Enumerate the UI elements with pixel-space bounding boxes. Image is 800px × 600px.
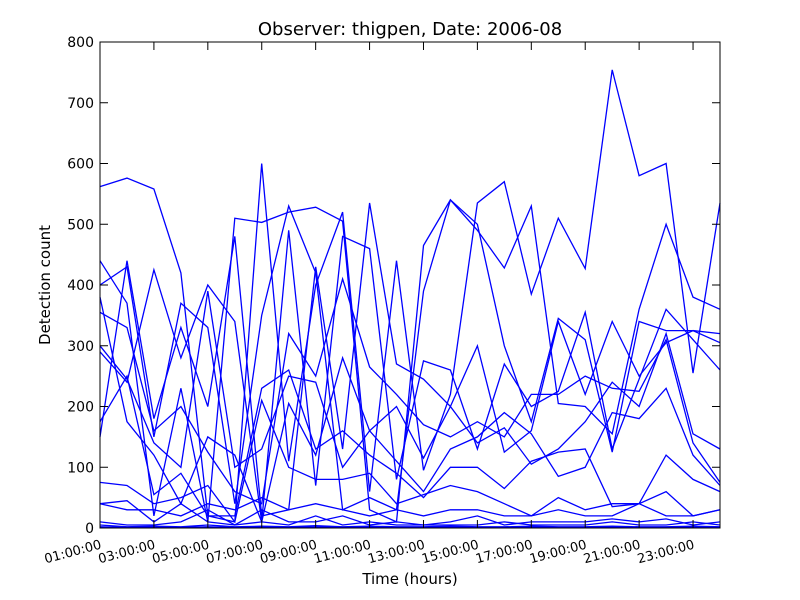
x-axis-label: Time (hours) (361, 570, 457, 588)
series-line-8 (99, 296, 721, 525)
series-line-11 (99, 496, 721, 517)
series-line-10 (99, 398, 721, 524)
series-layer (99, 69, 721, 529)
y-tick-label: 600 (67, 157, 94, 173)
series-line-4 (99, 230, 721, 522)
plot-area (100, 42, 720, 528)
y-tick-label: 100 (67, 460, 94, 476)
y-tick-label: 200 (67, 400, 94, 416)
series-line-5 (99, 202, 721, 517)
series-line-12 (99, 500, 721, 526)
y-tick-label: 300 (67, 339, 94, 355)
series-line-1 (99, 69, 721, 523)
y-tick-label: 800 (67, 35, 94, 51)
series-line-6 (99, 276, 721, 505)
series-line-7 (99, 291, 721, 469)
series-line-13 (99, 509, 721, 526)
series-line-9 (99, 368, 721, 517)
y-tick-label: 0 (85, 521, 94, 537)
y-tick-label: 500 (67, 217, 94, 233)
series-line-15 (99, 526, 720, 529)
y-axis: 0 100 200 300 400 500 600 700 800 (67, 35, 720, 537)
y-axis-label: Detection count (36, 225, 54, 345)
chart-title: Observer: thigpen, Date: 2006-08 (258, 19, 562, 40)
y-tick-label: 400 (67, 278, 94, 294)
y-tick-label: 700 (67, 96, 94, 112)
